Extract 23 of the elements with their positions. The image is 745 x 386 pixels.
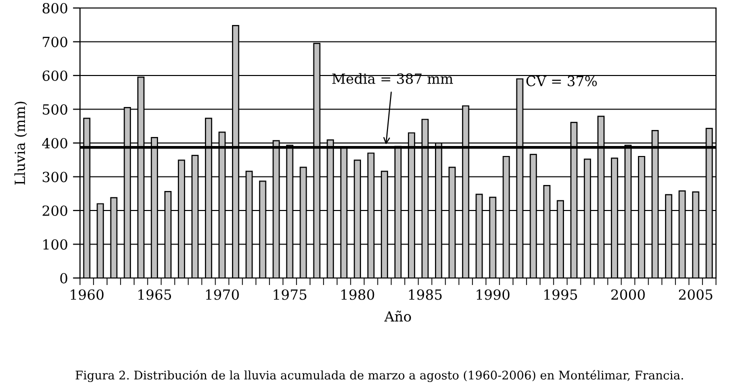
y-tick-label: 400: [42, 138, 68, 148]
annotation: CV = 37%: [526, 76, 597, 86]
x-tick-label: 1995: [544, 289, 577, 300]
x-tick-label: 2005: [678, 289, 712, 300]
x-tick-label: 2000: [611, 289, 645, 300]
x-axis-title: Año: [384, 310, 411, 322]
x-tick-label: 1970: [206, 289, 239, 300]
y-tick-label: 200: [42, 205, 68, 216]
y-axis-title: Lluvia (mm): [14, 102, 28, 185]
y-tick-label: 100: [43, 239, 68, 250]
x-tick-label: 1990: [476, 289, 510, 300]
x-tick-label: 1975: [274, 289, 306, 300]
text: Figura 2. Distribución de la lluvia acumulada de marzo a agosto (1960-2006) en Montélimar, Francia.: [76, 370, 684, 382]
y-tick-label: 300: [42, 172, 68, 182]
x-tick-label: 1985: [409, 289, 442, 300]
y-tick-label: 0: [60, 272, 68, 284]
x-tick-label: 1960: [70, 289, 104, 300]
x-tick-label: 1965: [138, 289, 172, 300]
y-tick-label: 800: [42, 2, 68, 14]
y-tick-label: 600: [42, 70, 68, 81]
x-tick-label: 1980: [341, 289, 374, 300]
y-tick-label: 700: [42, 36, 68, 48]
y-tick-label: 500: [42, 104, 68, 115]
